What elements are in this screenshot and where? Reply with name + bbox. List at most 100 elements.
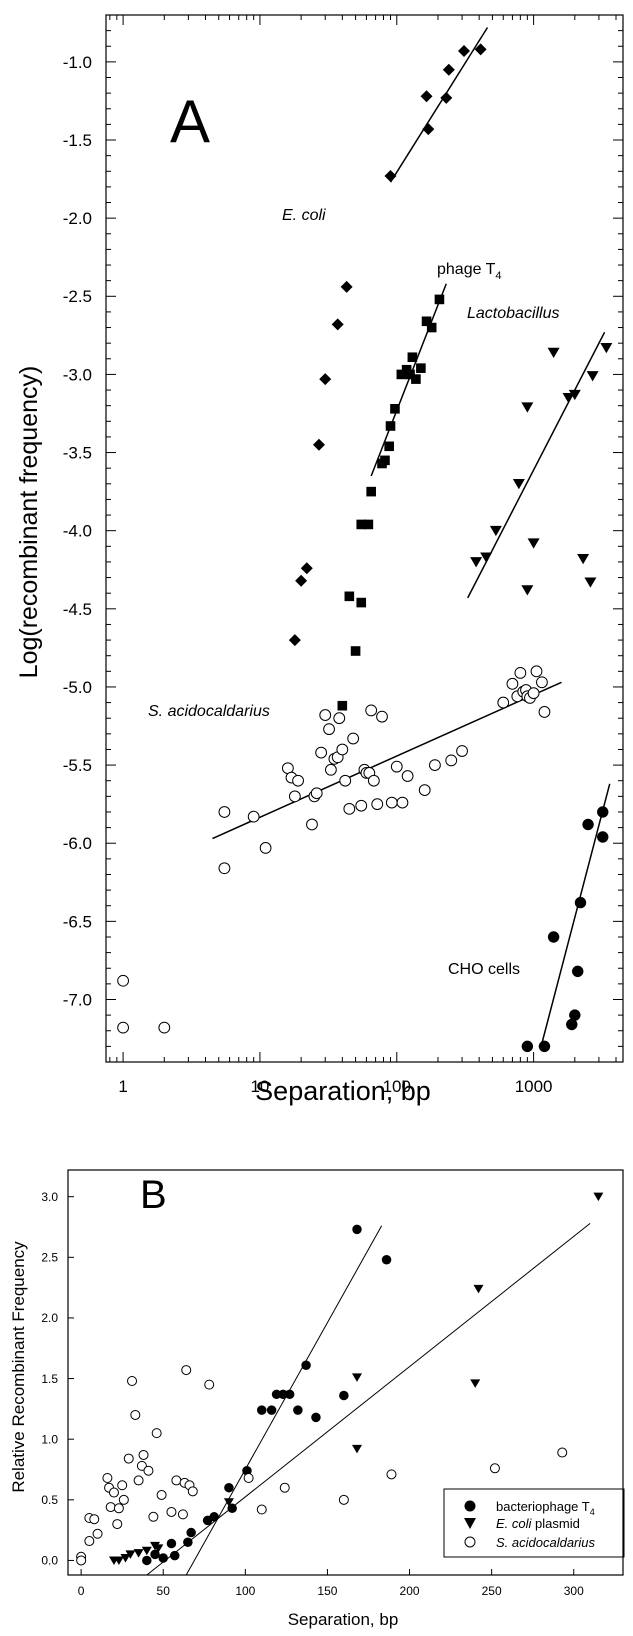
panel-a-point-s-acidocaldarius: [158, 1021, 171, 1034]
panel-a-point-cho-cells: [521, 1040, 534, 1053]
panel-b-point-e-coli-plasmid: [120, 1554, 131, 1563]
legend-label-e-coli-plasmid: E. coli plasmid: [496, 1516, 580, 1531]
annotation-cho-cells: CHO cells: [448, 961, 520, 978]
panel-a-point-cho-cells: [574, 896, 587, 909]
panel-a-x-tick-label: 1: [118, 1077, 127, 1096]
panel-b-point-e-coli-plasmid: [473, 1284, 484, 1294]
panel-a-y-tick-label: -6.5: [63, 912, 92, 931]
panel-a-point-e-coli: [422, 123, 435, 136]
panel-b-point-s-acidocaldarius: [123, 1453, 134, 1464]
panel-b-series-e-coli-plasmid: [108, 1192, 604, 1576]
panel-b-point-e-coli-plasmid: [133, 1549, 144, 1558]
panel-a-label: A: [170, 88, 210, 155]
panel-b-point-bacteriophage-t4: [381, 1254, 392, 1265]
panel-a-point-s-acidocaldarius: [218, 862, 231, 875]
panel-a-series-e-coli: [288, 27, 489, 647]
legend-marker-e-coli-plasmid: [464, 1518, 476, 1529]
panel-a-point-phage-t4: [380, 455, 390, 466]
legend-label-bacteriophage-t4: bacteriophage T4: [496, 1499, 595, 1517]
panel-a-point-s-acidocaldarius: [527, 687, 540, 700]
panel-b-point-s-acidocaldarius: [557, 1447, 568, 1458]
panel-a-point-phage-t4: [356, 597, 367, 608]
panel-a-point-lactobacillus: [521, 585, 534, 596]
panel-a-point-phage-t4: [344, 591, 355, 602]
panel-b-point-e-coli-plasmid: [125, 1550, 136, 1559]
annotation-ecoli: E. coli: [282, 207, 326, 224]
panel-a-point-phage-t4: [356, 519, 367, 530]
panel-a-point-s-acidocaldarius: [401, 770, 414, 782]
legend-marker-bacteriophage-t4: [464, 1500, 476, 1512]
legend-label-s-acidocaldarius: S. acidocaldarius: [496, 1535, 595, 1550]
panel-b-point-s-acidocaldarius: [171, 1475, 182, 1486]
panel-a-point-s-acidocaldarius: [323, 723, 335, 736]
panel-a-point-phage-t4: [337, 700, 348, 711]
panel-a-point-s-acidocaldarius: [396, 796, 409, 809]
panel-a-point-phage-t4: [366, 486, 376, 497]
panel-a-point-s-acidocaldarius: [315, 746, 328, 759]
panel-b-point-s-acidocaldarius: [133, 1475, 144, 1486]
panel-a-point-lactobacillus: [480, 552, 493, 563]
panel-a-point-s-acidocaldarius: [333, 712, 346, 725]
panel-a-point-lactobacillus: [470, 557, 483, 568]
panel-a-point-cho-cells: [597, 831, 609, 843]
panel-b-point-e-coli-plasmid: [113, 1556, 124, 1565]
panel-a-y-tick-label: -2.5: [63, 287, 92, 306]
panel-b-plot-frame: [67, 1169, 624, 1576]
panel-b-point-bacteriophage-t4: [284, 1389, 295, 1400]
panel-b-point-bacteriophage-t4: [142, 1555, 152, 1566]
panel-b-y-tick-label: 2.0: [41, 1311, 58, 1325]
panel-b-point-s-acidocaldarius: [102, 1472, 113, 1483]
panel-a-point-e-coli: [474, 43, 487, 56]
panel-b-fit-line-bacteriophage-t4: [185, 1225, 383, 1576]
panel-a-point-e-coli: [440, 91, 453, 104]
panel-a-point-phage-t4: [421, 316, 432, 327]
panel-b-x-tick-label: 0: [78, 1584, 85, 1598]
panel-b-y-tick-label: 0.0: [41, 1554, 58, 1568]
panel-a-fit-line-e-coli: [389, 27, 489, 183]
panel-a-point-lactobacillus: [562, 393, 575, 404]
panel-b-point-s-acidocaldarius: [156, 1489, 167, 1500]
panel-a-point-lactobacillus: [568, 389, 581, 401]
panel-b-point-s-acidocaldarius: [181, 1365, 192, 1376]
panel-b-point-e-coli-plasmid: [351, 1444, 362, 1454]
panel-b-point-s-acidocaldarius: [113, 1503, 124, 1514]
panel-a-x-tick-label: 10: [250, 1077, 269, 1096]
panel-b-point-bacteriophage-t4: [293, 1405, 303, 1415]
panel-a-point-lactobacillus: [527, 538, 540, 549]
panel-b-point-s-acidocaldarius: [76, 1555, 87, 1566]
panel-b-point-bacteriophage-t4: [257, 1405, 267, 1415]
panel-b-x-tick-label: 300: [564, 1584, 584, 1598]
panel-a-y-tick-label: -1.0: [63, 53, 92, 72]
panel-a-point-e-coli: [340, 280, 353, 293]
panel-b-point-e-coli-plasmid: [153, 1544, 164, 1553]
panel-a-y-tick-label: -5.0: [63, 678, 92, 697]
panel-a-y-axis-label: Log(recombinant frequency): [15, 366, 43, 679]
panel-a-point-s-acidocaldarius: [367, 774, 380, 787]
panel-a-fit-line-phage-t4: [370, 283, 447, 477]
panel-b-point-s-acidocaldarius: [136, 1460, 147, 1471]
panel-a-point-cho-cells: [582, 818, 594, 831]
panel-a-plot-frame: [105, 14, 624, 1063]
panel-b-point-s-acidocaldarius: [130, 1409, 141, 1420]
panel-a-point-phage-t4: [407, 352, 418, 363]
panel-a-y-tick-label: -1.5: [63, 131, 92, 150]
panel-a-point-phage-t4: [434, 294, 445, 305]
panel-a-point-s-acidocaldarius: [497, 696, 510, 709]
panel-a-point-s-acidocaldarius: [339, 774, 352, 787]
panel-a-point-lactobacillus: [586, 371, 599, 382]
panel-a-point-s-acidocaldarius: [418, 784, 431, 796]
panel-a-point-s-acidocaldarius: [306, 818, 318, 831]
panel-b-point-s-acidocaldarius: [256, 1504, 267, 1515]
panel-a-point-s-acidocaldarius: [218, 806, 231, 818]
panel-b-y-tick-label: 2.5: [41, 1251, 58, 1265]
panel-b-point-s-acidocaldarius: [148, 1511, 159, 1522]
panel-a-point-e-coli: [442, 63, 455, 76]
panel-b-series-s-acidocaldarius: [76, 1365, 568, 1566]
panel-a-point-e-coli: [420, 90, 433, 103]
panel-b-point-s-acidocaldarius: [127, 1375, 138, 1386]
panel-a-point-s-acidocaldarius: [259, 842, 272, 854]
panel-b-point-s-acidocaldarius: [143, 1465, 154, 1476]
panel-b-point-s-acidocaldarius: [489, 1463, 500, 1474]
panel-a-point-cho-cells: [566, 1018, 578, 1031]
